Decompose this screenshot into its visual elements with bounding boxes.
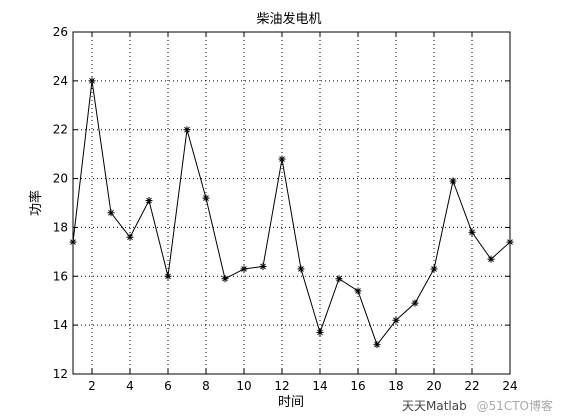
data-point-marker [354,287,362,295]
x-tick-label: 20 [426,379,441,393]
data-point-marker [468,228,476,236]
axis-ticks [73,31,511,375]
data-point-marker [506,238,514,246]
data-point-marker [88,77,96,85]
x-tick-label: 18 [388,379,403,393]
watermark-text: 天天Matlab [402,399,467,413]
plot-frame [72,31,511,375]
data-point-marker [411,299,419,307]
data-point-marker [449,177,457,185]
watermark: 天天Matlab @51CTO博客 [402,397,553,414]
data-point-marker [392,316,400,324]
data-point-marker [107,209,115,217]
y-tick-label: 16 [53,269,68,283]
data-point-marker [373,341,381,349]
data-point-marker [145,197,153,205]
chart-title: 柴油发电机 [256,11,321,27]
data-point-marker [69,238,77,246]
x-tick-label: 8 [202,379,210,393]
x-tick-label: 4 [126,379,134,393]
y-tick-label: 14 [53,318,68,332]
data-point-marker [487,255,495,263]
data-point-marker [297,265,305,273]
data-point-marker [316,328,324,336]
x-axis-label: 时间 [278,395,304,410]
data-point-marker [278,155,286,163]
data-point-marker [430,265,438,273]
y-tick-label: 18 [53,220,68,234]
data-point-marker [126,233,134,241]
series-markers [69,77,514,349]
x-tick-label: 10 [236,379,251,393]
data-point-marker [259,263,267,271]
watermark-subtext: @51CTO博客 [476,399,553,413]
data-point-marker [164,272,172,280]
x-tick-label: 14 [312,379,327,393]
x-tick-label: 16 [350,379,365,393]
x-tick-label: 6 [164,379,172,393]
data-point-marker [183,126,191,134]
x-tick-label: 2 [88,379,96,393]
x-tick-label: 12 [274,379,289,393]
grid-lines [73,32,510,374]
y-tick-label: 24 [53,74,68,88]
data-point-marker [240,265,248,273]
y-tick-label: 22 [53,123,68,137]
data-point-marker [335,275,343,283]
x-tick-label: 22 [464,379,479,393]
y-axis-label: 功率 [28,190,44,216]
data-point-marker [202,194,210,202]
series-line [72,80,511,346]
y-tick-label: 26 [53,25,68,39]
x-tick-label: 24 [502,379,517,393]
data-point-marker [221,275,229,283]
y-tick-label: 20 [53,172,68,186]
y-tick-label: 12 [53,367,68,381]
